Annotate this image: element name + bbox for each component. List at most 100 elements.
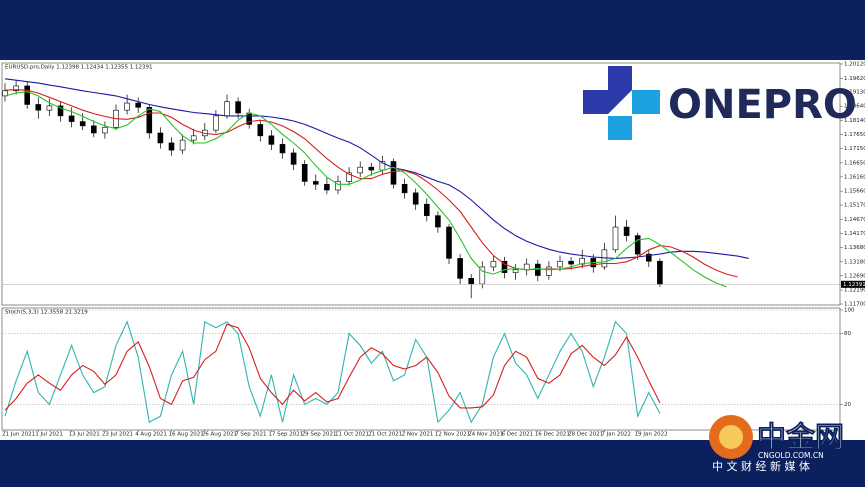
logo-shape bbox=[632, 90, 660, 114]
candle-body bbox=[435, 215, 441, 228]
candle-body bbox=[368, 166, 375, 171]
candle-body bbox=[91, 125, 97, 134]
x-tick-label: 7 Jan 2022 bbox=[601, 432, 630, 438]
x-tick-label: 11 Oct 2021 bbox=[335, 432, 369, 438]
x-tick-label: 29 Sep 2021 bbox=[302, 432, 337, 438]
candle-body bbox=[468, 278, 475, 285]
x-tick-label: 23 Jul 2021 bbox=[102, 432, 133, 438]
chart-area bbox=[0, 60, 865, 440]
candle-body bbox=[412, 192, 419, 205]
candle-body bbox=[257, 124, 264, 137]
candle-body bbox=[312, 181, 319, 185]
candle-body bbox=[146, 107, 153, 134]
marks: 1.12391 bbox=[2, 78, 865, 424]
y-tick-label: 1.19130 bbox=[844, 90, 865, 96]
candle-body bbox=[634, 235, 641, 255]
slogan: 中 文 财 经 新 媒 体 bbox=[712, 459, 810, 473]
candle-body bbox=[557, 260, 563, 268]
x-tick-label: 26 Aug 2021 bbox=[202, 432, 237, 438]
candle-body bbox=[35, 104, 42, 111]
y-tick-label: 20 bbox=[844, 402, 851, 408]
candle-body bbox=[290, 152, 297, 165]
series-line bbox=[4, 323, 661, 411]
price-panel-title: EURUSD.pro,Daily 1.12398 1.12434 1.12355… bbox=[5, 65, 152, 71]
price-panel-frame bbox=[1, 62, 841, 306]
site-name: 中金网 bbox=[757, 420, 844, 454]
candle-body bbox=[657, 260, 663, 285]
candle-body bbox=[235, 101, 241, 114]
candle-body bbox=[213, 115, 219, 131]
candle-body bbox=[24, 85, 31, 105]
candle-body bbox=[168, 142, 175, 151]
series-line bbox=[4, 78, 749, 259]
x-tick-label: 21 Oct 2021 bbox=[368, 432, 402, 438]
x-tick-label: 16 Aug 2021 bbox=[169, 432, 204, 438]
candle-body bbox=[390, 161, 397, 185]
onepro-logo: ONEPRO bbox=[583, 66, 857, 140]
y-tick-label: 1.16160 bbox=[844, 174, 865, 180]
y-tick-label: 1.19620 bbox=[844, 76, 865, 82]
candle-body bbox=[324, 183, 330, 191]
candle-body bbox=[224, 101, 230, 117]
candle-body bbox=[179, 139, 186, 151]
y-tick-label: 1.12190 bbox=[844, 288, 865, 294]
y-tick-label: 1.16650 bbox=[844, 160, 865, 166]
y-tick-label: 1.14670 bbox=[844, 217, 865, 223]
y-tick-label: 1.14170 bbox=[844, 231, 865, 237]
candle-body bbox=[346, 172, 352, 182]
stoch-panel-title: Stoch(5,3,3) 12.3558 21.3219 bbox=[5, 310, 88, 316]
site-url: CNGOLD.COM.CN bbox=[758, 451, 824, 460]
logo-shape bbox=[608, 66, 632, 90]
x-tick-label: 19 Jan 2022 bbox=[635, 432, 668, 438]
ticks: 1.20120 1.19620 1.19130 1.18640 1.18140 1.176… bbox=[2, 62, 865, 438]
x-tick-label: 1 Jul 2021 bbox=[35, 432, 63, 438]
y-tick-label: 1.15170 bbox=[844, 203, 865, 209]
candle-body bbox=[57, 105, 64, 117]
current-price-label: 1.12391 bbox=[843, 282, 865, 288]
candle-body bbox=[401, 183, 408, 194]
candle-body bbox=[501, 260, 508, 273]
candle-body bbox=[157, 132, 164, 144]
x-tick-label: 28 Dec 2021 bbox=[568, 432, 603, 438]
y-tick-label: 80 bbox=[844, 331, 851, 337]
x-tick-label: 13 Jul 2021 bbox=[69, 432, 100, 438]
candle-body bbox=[512, 269, 519, 273]
candle-body bbox=[568, 260, 574, 265]
x-tick-label: 2 Nov 2021 bbox=[402, 432, 434, 438]
candle-body bbox=[2, 90, 8, 97]
candle-body bbox=[301, 164, 308, 182]
candle-body bbox=[135, 102, 141, 108]
candle-body bbox=[479, 266, 486, 285]
candle-body bbox=[335, 181, 341, 191]
logo-circle bbox=[719, 425, 743, 449]
candle-body bbox=[190, 135, 197, 141]
x-tick-label: 7 Sep 2021 bbox=[235, 432, 266, 438]
candle-body bbox=[13, 85, 19, 92]
x-tick-label: 16 Dec 2021 bbox=[535, 432, 570, 438]
candle-body bbox=[490, 260, 497, 268]
x-tick-label: 21 Jun 2021 bbox=[2, 432, 35, 438]
y-tick-label: 1.15660 bbox=[844, 189, 865, 195]
y-tick-label: 1.18640 bbox=[844, 104, 865, 110]
candle-body bbox=[612, 226, 619, 251]
y-tick-label: 1.17650 bbox=[844, 132, 865, 138]
x-tick-label: 24 Nov 2021 bbox=[468, 432, 503, 438]
series-line bbox=[4, 91, 727, 288]
y-tick-label: 1.13680 bbox=[844, 245, 865, 251]
y-tick-label: 1.11700 bbox=[844, 302, 865, 308]
candle-body bbox=[623, 226, 630, 236]
x-tick-label: 6 Dec 2021 bbox=[502, 432, 534, 438]
series-line bbox=[4, 89, 738, 278]
candle-body bbox=[279, 144, 286, 154]
candle-body bbox=[357, 166, 364, 174]
candle-body bbox=[523, 263, 530, 271]
y-tick-label: 100 bbox=[844, 308, 855, 314]
cngold-logo: 中金网 CNGOLD.COM.CN 中 文 财 经 新 媒 体 bbox=[709, 415, 844, 473]
stoch-panel-frame bbox=[1, 307, 841, 431]
x-tick-label: 4 Aug 2021 bbox=[135, 432, 167, 438]
candle-body bbox=[68, 115, 75, 122]
candle-body bbox=[645, 253, 652, 262]
candle-body bbox=[457, 258, 463, 279]
